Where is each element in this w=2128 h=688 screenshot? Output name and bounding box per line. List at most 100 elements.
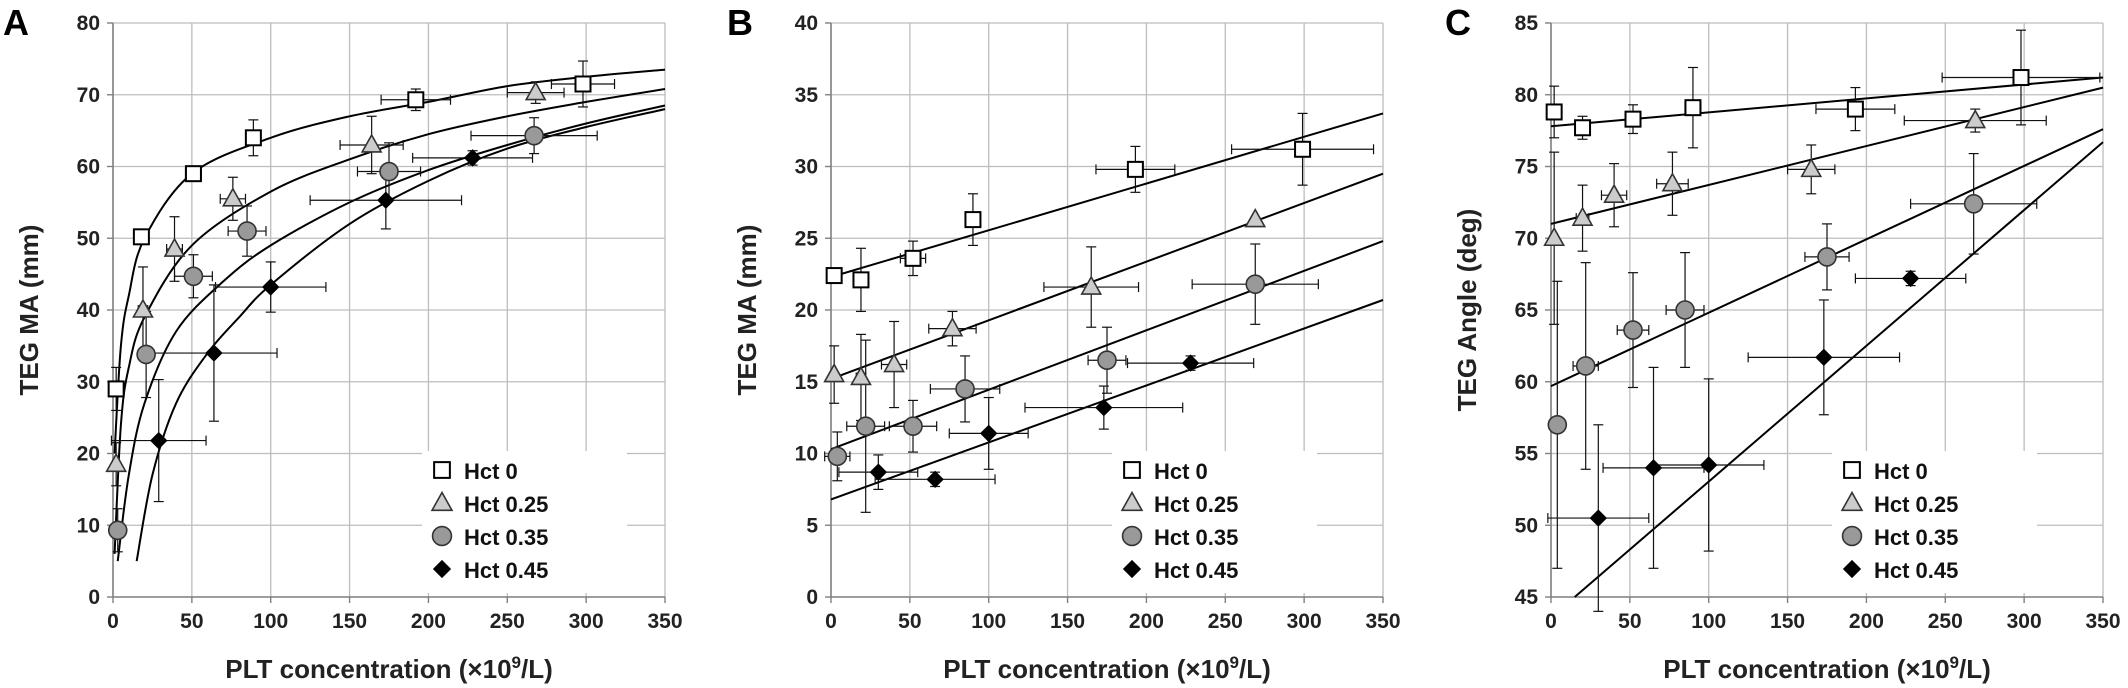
- data-point-hct-0: [407, 91, 425, 109]
- panel-c: 0 50 100 150 200 250 300 350 45 50 55 60 65 70 75 80 85 P…: [1445, 2, 2121, 684]
- data-point-hct-0-25: [1244, 207, 1267, 228]
- legend-marker-hct-0-35: [1841, 525, 1863, 547]
- x-tick-label: 250: [490, 610, 525, 633]
- x-tick-label: 0: [1545, 610, 1557, 633]
- data-point-hct-0-25: [132, 298, 154, 318]
- data-point-hct-0-35: [1097, 350, 1117, 371]
- data-point-hct-0: [1574, 119, 1592, 137]
- legend-label-hct-0-25: Hct 0.25: [1874, 492, 1958, 517]
- legend-background: [422, 451, 627, 593]
- x-tick-label: 100: [1691, 610, 1726, 633]
- legend-marker-hct-0-25: [1840, 490, 1864, 512]
- y-tick-label: 30: [77, 371, 100, 394]
- y-tick-label: 70: [1515, 227, 1538, 250]
- y-tick-label: 80: [1515, 84, 1538, 107]
- data-point-hct-0-45: [1644, 459, 1663, 477]
- data-point-hct-0-25: [1661, 172, 1684, 192]
- data-point-hct-0: [1846, 100, 1864, 118]
- legend-label-hct-0-45: Hct 0.45: [1874, 558, 1958, 583]
- data-point-hct-0-25: [360, 133, 383, 153]
- data-point-hct-0-45: [926, 470, 944, 489]
- data-point-hct-0-35: [379, 161, 399, 182]
- y-tick-label: 40: [77, 299, 100, 322]
- legend-marker-hct-0-25: [430, 490, 454, 512]
- legend-background: [1832, 451, 2037, 593]
- y-tick-label: 85: [1515, 12, 1539, 35]
- legend-label-hct-0-35: Hct 0.35: [464, 525, 548, 550]
- y-axis-label: TEG Angle (deg): [1452, 209, 1482, 412]
- y-tick-label: 40: [795, 12, 818, 35]
- y-tick-label: 45: [1515, 586, 1539, 609]
- y-tick-label: 50: [77, 227, 100, 250]
- x-tick-label: 150: [1770, 610, 1805, 633]
- data-point-hct-0-25: [823, 362, 846, 383]
- legend-marker-hct-0: [1123, 461, 1141, 479]
- data-point-hct-0: [825, 267, 843, 285]
- data-point-hct-0-45: [1700, 456, 1718, 474]
- x-axis-label: PLT concentration (×109/L): [1663, 653, 1991, 684]
- data-point-hct-0-45: [205, 344, 223, 362]
- x-tick-label: 0: [107, 610, 119, 633]
- x-tick-label: 100: [971, 610, 1006, 633]
- data-point-hct-0: [852, 271, 870, 289]
- data-point-hct-0-35: [1575, 356, 1596, 376]
- legend: Hct 0 Hct 0.25 Hct 0.35 Hct 0.45: [422, 451, 627, 593]
- data-point-hct-0-45: [463, 149, 482, 167]
- y-axis-label: TEG MA (mm): [732, 225, 762, 396]
- legend-label-hct-0: Hct 0: [1154, 459, 1208, 484]
- data-point-hct-0: [574, 75, 592, 93]
- data-point-hct-0-45: [1901, 269, 1920, 288]
- legend-label-hct-0-35: Hct 0.35: [1874, 525, 1958, 550]
- legend-label-hct-0-25: Hct 0.25: [1154, 492, 1238, 517]
- y-tick-label: 0: [88, 586, 100, 609]
- data-point-hct-0: [964, 211, 982, 229]
- x-tick-label: 350: [647, 610, 682, 633]
- x-tick-label: 0: [825, 610, 837, 633]
- data-point-hct-0-35: [1963, 194, 1984, 214]
- legend-marker-hct-0-45: [1842, 559, 1862, 579]
- y-tick-label: 10: [77, 514, 100, 537]
- x-tick-label: 300: [1287, 610, 1322, 633]
- y-tick-label: 5: [806, 514, 818, 537]
- y-tick-label: 80: [77, 12, 100, 35]
- data-point-hct-0-35: [1675, 300, 1695, 320]
- y-axis-label: TEG MA (mm): [14, 225, 44, 396]
- data-point-hct-0-45: [1181, 354, 1200, 372]
- legend-marker-hct-0: [1843, 461, 1861, 479]
- data-point-hct-0: [2012, 69, 2030, 87]
- x-tick-label: 50: [1618, 610, 1641, 633]
- data-point-hct-0: [244, 129, 262, 147]
- fit-curve: [113, 68, 666, 454]
- data-point-hct-0-45: [980, 424, 998, 443]
- x-tick-label: 150: [332, 610, 367, 633]
- data-point-hct-0-25: [1080, 275, 1103, 295]
- data-point-hct-0-25: [1571, 206, 1594, 226]
- x-tick-label: 50: [180, 610, 203, 633]
- data-point-hct-0-25: [941, 317, 964, 337]
- data-point-hct-0-35: [183, 266, 204, 287]
- y-tick-label: 20: [77, 443, 100, 466]
- fit-line: [830, 299, 1384, 501]
- data-point-hct-0-25: [163, 237, 186, 257]
- fit-line: [1550, 86, 2104, 225]
- legend-label-hct-0-35: Hct 0.35: [1154, 525, 1238, 550]
- y-tick-label: 15: [795, 371, 819, 394]
- y-tick-label: 70: [77, 84, 100, 107]
- data-point-hct-0: [184, 165, 202, 183]
- x-tick-label: 200: [1849, 610, 1884, 633]
- data-point-hct-0-35: [136, 344, 156, 365]
- panel-a: 0 50 100 150 200 250 300 350 0 10 20 30 40 50 60 70 80 PL…: [3, 2, 683, 684]
- panel-label: B: [727, 2, 753, 43]
- data-point-hct-0-35: [1817, 247, 1837, 267]
- x-tick-label: 200: [1129, 610, 1164, 633]
- legend-background: [1112, 451, 1317, 593]
- x-tick-label: 50: [898, 610, 921, 633]
- legend-marker-hct-0: [433, 461, 451, 479]
- legend-label-hct-0-45: Hct 0.45: [464, 558, 548, 583]
- x-tick-label: 350: [2085, 610, 2120, 633]
- x-tick-label: 300: [2007, 610, 2042, 633]
- x-tick-label: 200: [411, 610, 446, 633]
- data-point-hct-0-25: [1543, 226, 1566, 247]
- x-tick-label: 300: [569, 610, 604, 633]
